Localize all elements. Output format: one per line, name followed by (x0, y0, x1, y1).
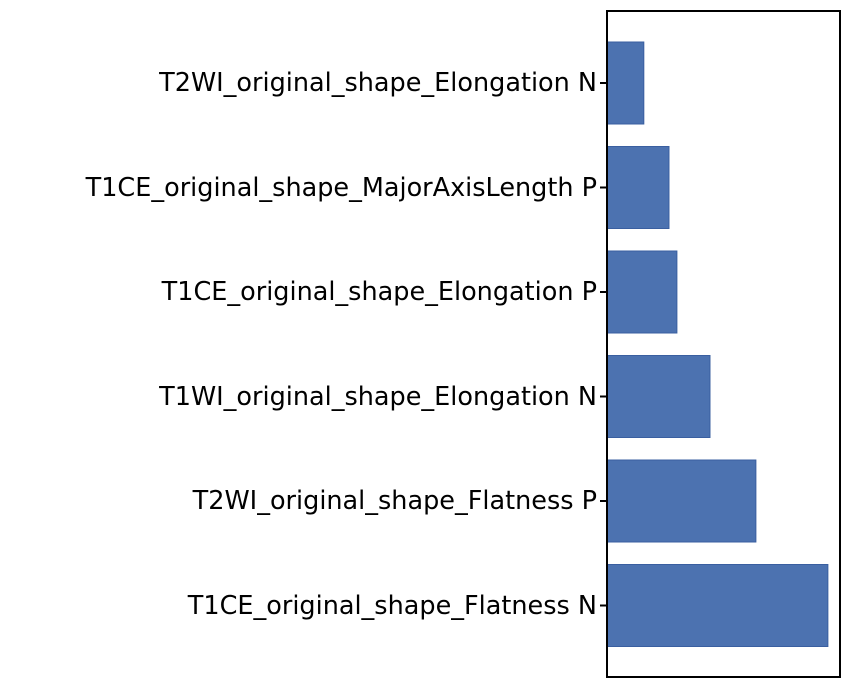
bar (606, 355, 711, 438)
axes-frame (606, 10, 841, 678)
y-tick-label: T1CE_original_shape_MajorAxisLength P (85, 172, 597, 203)
bar (606, 459, 757, 543)
bar (606, 41, 645, 125)
bar (606, 146, 670, 229)
y-ticks-group (600, 82, 607, 607)
y-tick-label: T1CE_original_shape_Elongation P (161, 277, 597, 307)
y-tick-label: T2WI_original_shape_Flatness P (192, 486, 597, 516)
y-tick-label: T2WI_original_shape_Elongation N (159, 68, 597, 98)
y-tick-label: T1WI_original_shape_Elongation N (159, 381, 597, 412)
bars-group (606, 41, 829, 647)
y-tick-label: T1CE_original_shape_Flatness N (187, 590, 597, 621)
bar (606, 250, 678, 334)
bar (606, 564, 829, 647)
